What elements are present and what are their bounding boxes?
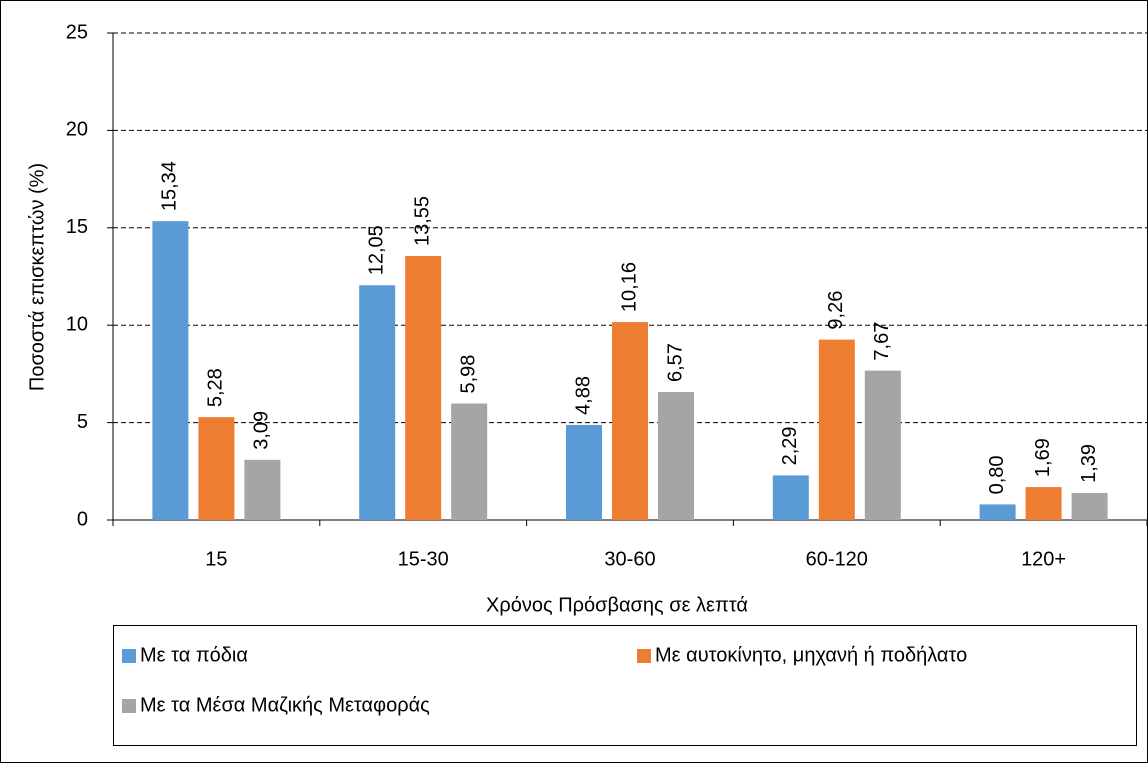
value-label: 7,67 (871, 322, 893, 361)
value-label: 15,34 (159, 161, 181, 211)
x-tick-label: 15 (205, 548, 227, 570)
bar (979, 504, 1016, 520)
legend-label: Με τα Μέσα Μαζικής Μεταφοράς (140, 694, 430, 716)
legend-swatch (122, 649, 136, 663)
bar (1071, 492, 1108, 520)
legend-label: Με αυτοκίνητο, μηχανή ή ποδήλατο (655, 644, 967, 666)
value-label: 5,28 (205, 368, 227, 407)
value-label: 12,05 (365, 225, 387, 275)
bar (359, 285, 396, 520)
value-label: 3,09 (251, 411, 273, 450)
bar (658, 392, 694, 520)
y-tick-label: 10 (66, 313, 88, 335)
x-axis-label: Χρόνος Πρόσβασης σε λεπτά (486, 594, 748, 616)
legend-swatch (122, 699, 136, 713)
bar (405, 256, 442, 520)
legend-label: Με τα πόδια (140, 644, 248, 666)
bar (451, 403, 488, 520)
bar (1025, 487, 1062, 520)
value-label: 9,26 (825, 291, 847, 330)
bar (566, 424, 602, 520)
value-label: 0,80 (986, 455, 1008, 494)
y-tick-label: 25 (66, 21, 88, 43)
value-label: 5,98 (457, 355, 479, 394)
x-tick-label: 120+ (1021, 548, 1066, 570)
bar (864, 370, 901, 520)
y-tick-label: 15 (66, 216, 88, 238)
bar (152, 221, 189, 520)
value-label: 2,29 (779, 426, 801, 465)
value-label: 4,88 (572, 376, 594, 415)
value-label: 1,39 (1078, 444, 1100, 483)
y-tick-label: 5 (77, 411, 88, 433)
legend-swatch (637, 649, 651, 663)
x-tick-label: 60-120 (806, 548, 868, 570)
bar (612, 322, 648, 520)
y-tick-label: 20 (66, 119, 88, 141)
value-label: 13,55 (411, 196, 433, 246)
legend-box (113, 625, 1137, 746)
value-label: 1,69 (1032, 438, 1054, 477)
y-axis-label: Ποσοστά επισκεπτών (%) (26, 163, 48, 391)
y-tick-label: 0 (77, 508, 88, 530)
bar (818, 339, 855, 520)
bar (244, 459, 281, 520)
bar (772, 475, 809, 520)
value-label: 6,57 (664, 343, 686, 382)
x-tick-label: 15-30 (398, 548, 449, 570)
x-tick-label: 30-60 (604, 548, 655, 570)
value-label: 10,16 (618, 262, 640, 312)
bar (198, 417, 235, 520)
